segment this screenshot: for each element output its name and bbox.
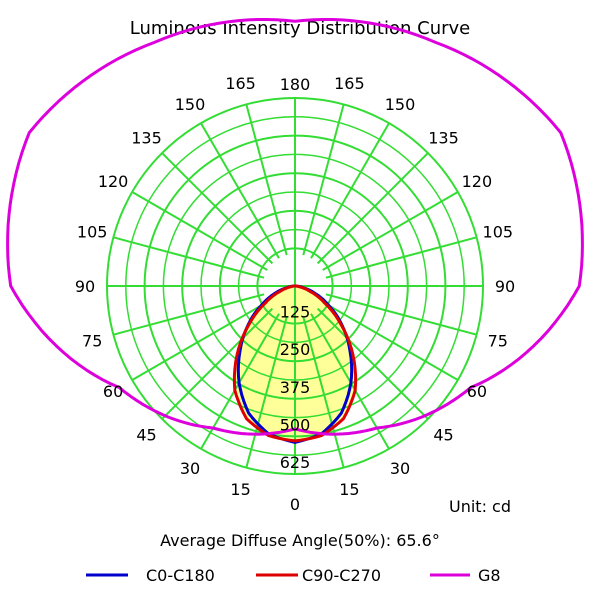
- polar-grid: [106, 97, 484, 475]
- grid-spoke: [325, 236, 477, 279]
- radial-tick-label: 500: [280, 415, 311, 434]
- grid-spoke: [161, 307, 274, 420]
- angle-tick-label: 15: [339, 480, 359, 499]
- grid-spoke: [200, 122, 280, 259]
- legend-label-c90-c270: C90-C270: [302, 566, 381, 585]
- grid-spoke: [316, 307, 429, 420]
- angle-tick-label: 165: [334, 74, 365, 93]
- grid-spoke: [131, 191, 268, 271]
- angle-tick-label: 120: [462, 172, 493, 191]
- radial-tick-label: 375: [280, 378, 311, 397]
- grid-spoke: [302, 104, 345, 256]
- angle-tick-label: 135: [428, 129, 459, 148]
- angle-tick-label: 150: [175, 95, 206, 114]
- angle-tick-label: 0: [290, 495, 300, 514]
- angle-tick-label: 45: [136, 426, 156, 445]
- angle-tick-label: 60: [467, 382, 487, 401]
- angle-tick-label: 30: [390, 459, 410, 478]
- grid-spoke: [322, 301, 459, 381]
- series-layer: [6, 18, 584, 444]
- angle-tick-label: 105: [77, 223, 108, 242]
- radial-tick-label: 125: [280, 303, 311, 322]
- angle-tick-label: 15: [230, 480, 250, 499]
- grid-spoke: [161, 152, 274, 265]
- angle-tick-label: 60: [103, 382, 123, 401]
- grid-spoke: [325, 293, 477, 336]
- radial-tick-label: 625: [280, 453, 311, 472]
- grid-spoke: [131, 301, 268, 381]
- angle-tick-label: 120: [98, 172, 129, 191]
- angle-tick-label: 75: [82, 331, 102, 350]
- grid-spoke: [245, 316, 288, 468]
- axis-labels: 125 250 375 500 625 0 15 15 30 30 45 45 60 60 75 75 90 90…: [75, 74, 515, 514]
- legend-label-g8: G8: [478, 566, 501, 585]
- angle-tick-label: 75: [488, 331, 508, 350]
- unit-label: Unit: cd: [449, 497, 511, 516]
- grid-spoke: [113, 236, 265, 279]
- average-diffuse-angle: Average Diffuse Angle(50%): 65.6°: [160, 531, 440, 550]
- grid-spoke: [310, 122, 390, 259]
- angle-tick-label: 165: [225, 74, 256, 93]
- angle-tick-label: 150: [385, 95, 416, 114]
- legend: C0-C180 C90-C270 G8: [86, 566, 501, 585]
- grid-spoke: [113, 293, 265, 336]
- angle-tick-label: 105: [483, 223, 514, 242]
- angle-tick-label: 180: [280, 75, 311, 94]
- angle-tick-label: 90: [495, 277, 515, 296]
- angle-tick-label: 45: [433, 426, 453, 445]
- angle-tick-label: 30: [180, 459, 200, 478]
- legend-label-c0-c180: C0-C180: [146, 566, 215, 585]
- series-line-g8: [6, 18, 584, 436]
- angle-tick-label: 135: [131, 129, 162, 148]
- series-line-c90-c270: [232, 284, 358, 443]
- grid-spoke: [302, 316, 345, 468]
- grid-spoke: [245, 104, 288, 256]
- angle-tick-label: 90: [75, 277, 95, 296]
- grid-spoke: [322, 191, 459, 271]
- radial-tick-label: 250: [280, 340, 311, 359]
- grid-spoke: [316, 152, 429, 265]
